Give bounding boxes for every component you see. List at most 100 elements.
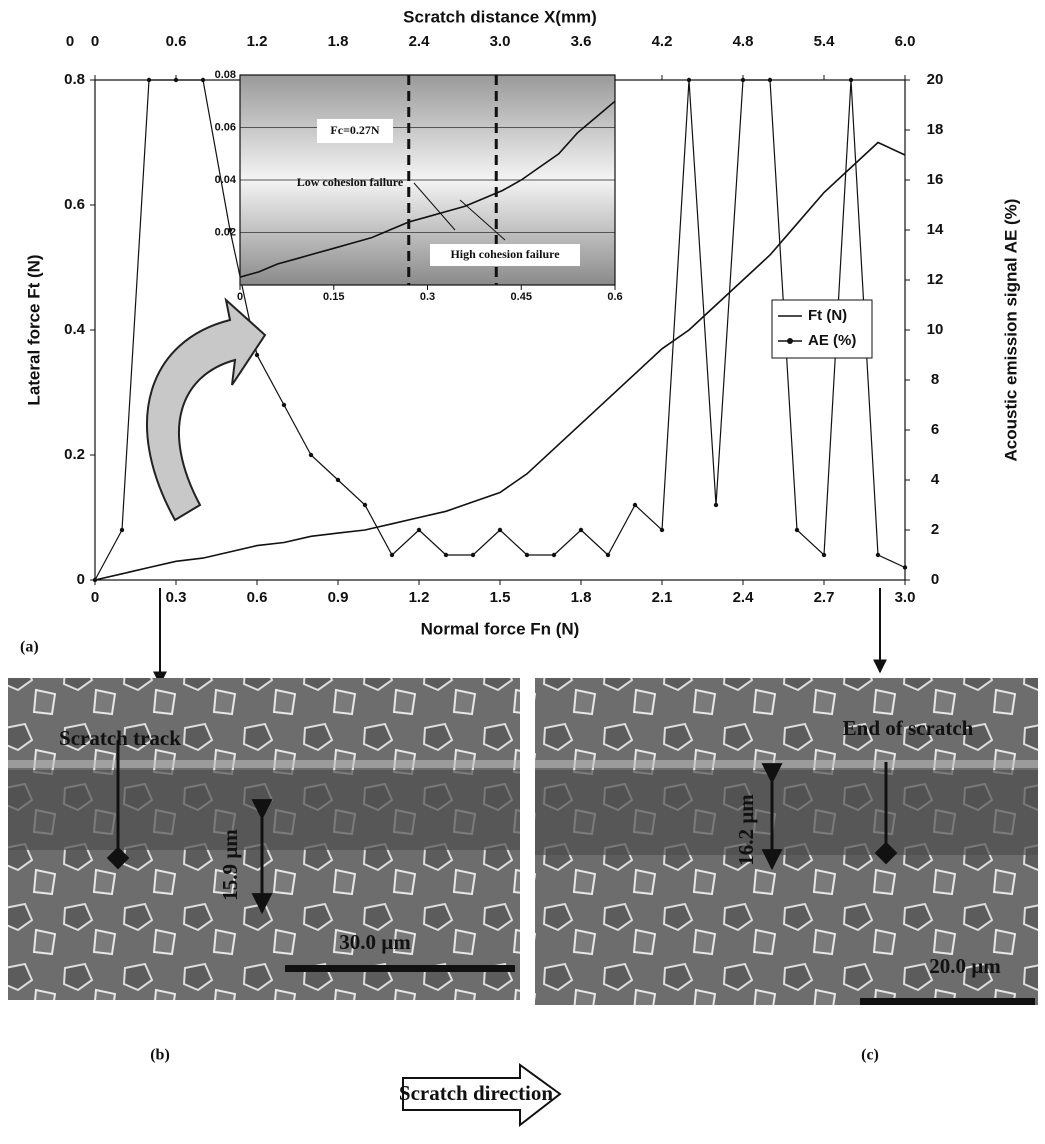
series-marker <box>308 452 314 458</box>
series-marker <box>578 527 584 533</box>
x2-tick-label: 1.8 <box>328 33 349 50</box>
x2-tick-label: 0 <box>91 33 99 50</box>
y-tick-label: 0.6 <box>64 196 85 213</box>
legend-label: AE (%) <box>808 332 856 349</box>
series-marker <box>254 352 260 358</box>
series-marker <box>497 527 503 533</box>
y2-tick-label: 8 <box>931 371 939 388</box>
y-tick-label: 0.02 <box>215 226 236 238</box>
annotation-box <box>317 119 393 143</box>
annotation-pointer <box>459 199 506 241</box>
x-tick-label: 1.8 <box>571 589 592 606</box>
y2-tick-label: 18 <box>927 121 944 138</box>
x-tick-label: 1.2 <box>409 589 430 606</box>
annotation-box <box>430 244 580 266</box>
x-tick-label: 2.1 <box>652 589 673 606</box>
y2-tick-label: 6 <box>931 421 939 438</box>
y-tick-label: 0.2 <box>64 446 85 463</box>
y-tick-label: 0.4 <box>64 321 86 338</box>
y-tick-label: 0.8 <box>64 71 85 88</box>
x2-tick-label: 5.4 <box>814 33 836 50</box>
series-marker <box>416 527 422 533</box>
series-marker <box>794 527 800 533</box>
x-axis-title: Normal force Fn (N) <box>421 619 580 638</box>
image-label: End of scratch <box>843 716 974 740</box>
y-axis-title: Lateral force Ft (N) <box>24 254 43 405</box>
direction-arrow <box>402 1063 562 1128</box>
series-marker <box>605 552 611 558</box>
x2-tick-label: 4.2 <box>652 33 673 50</box>
x-tick-label: 3.0 <box>895 589 916 606</box>
y2-tick-label: 0 <box>931 571 939 588</box>
series-marker <box>524 552 530 558</box>
x2-axis-title: Scratch distance X(mm) <box>403 7 597 26</box>
series-marker <box>443 552 449 558</box>
y2-tick-label: 2 <box>931 521 939 538</box>
x-tick-label: 0 <box>237 291 243 303</box>
annotation: Low cohesion failure <box>297 175 404 189</box>
series-marker <box>389 552 395 558</box>
y2-tick-label: 12 <box>927 271 944 288</box>
x2-tick-label: 3.6 <box>571 33 592 50</box>
x-tick-label: 0 <box>91 589 99 606</box>
y2-tick-label: 10 <box>927 321 944 338</box>
series-marker <box>875 552 881 558</box>
x-tick-label: 0.3 <box>166 589 187 606</box>
width-label: 16.2 µm <box>734 794 758 866</box>
legend-marker <box>787 338 793 344</box>
legend-box <box>771 299 873 359</box>
x-tick-label: 0.3 <box>420 291 435 303</box>
direction-label: Scratch direction <box>399 1081 553 1105</box>
plot-border <box>239 74 616 286</box>
x-tick-label: 2.7 <box>814 589 835 606</box>
x-tick-label: 0.15 <box>323 291 344 303</box>
zoom-arrow <box>145 297 267 522</box>
x2-tick-label: 0 <box>66 33 74 50</box>
y2-tick-label: 20 <box>927 71 944 88</box>
sem-image <box>535 678 1038 1005</box>
y-tick-label: 0 <box>77 571 85 588</box>
sem-image <box>8 678 520 1000</box>
y-tick-label: 0.04 <box>215 174 237 186</box>
x-tick-label: 0.9 <box>328 589 349 606</box>
x2-tick-label: 0.6 <box>166 33 187 50</box>
x2-tick-label: 3.0 <box>490 33 511 50</box>
series-marker <box>821 552 827 558</box>
x2-tick-label: 4.8 <box>733 33 754 50</box>
x-tick-label: 0.6 <box>247 589 268 606</box>
panel-label: (a) <box>20 639 39 656</box>
y2-tick-label: 16 <box>927 171 944 188</box>
panel-label: (c) <box>861 1047 879 1064</box>
y2-axis-title: Acoustic emission signal AE (%) <box>1001 199 1020 462</box>
series-marker <box>227 227 233 233</box>
scale-label: 20.0 µm <box>929 954 1001 978</box>
image-label: Scratch track <box>59 726 181 750</box>
x-tick-label: 2.4 <box>733 589 755 606</box>
x2-tick-label: 1.2 <box>247 33 268 50</box>
y-tick-label: 0.08 <box>215 69 236 81</box>
panel-label: (b) <box>150 1047 170 1064</box>
series-marker <box>119 527 125 533</box>
width-label: 15.9 µm <box>218 829 242 901</box>
annotation: Fc=0.27N <box>330 123 379 137</box>
series-marker <box>335 477 341 483</box>
series-line <box>239 100 616 278</box>
series-marker <box>659 527 665 533</box>
x2-tick-label: 2.4 <box>409 33 431 50</box>
annotation-pointer <box>413 182 456 231</box>
annotation: High cohesion failure <box>450 247 560 261</box>
series-marker <box>281 402 287 408</box>
y-tick-label: 0.06 <box>215 121 236 133</box>
series-marker <box>470 552 476 558</box>
y2-tick-label: 14 <box>927 221 944 238</box>
series-marker <box>713 502 719 508</box>
scale-label: 30.0 µm <box>339 930 411 954</box>
series-marker <box>551 552 557 558</box>
x2-tick-label: 6.0 <box>895 33 916 50</box>
series-line <box>94 141 906 581</box>
x-tick-label: 0.6 <box>607 291 622 303</box>
series-marker <box>362 502 368 508</box>
y2-tick-label: 4 <box>931 471 940 488</box>
x-tick-label: 1.5 <box>490 589 511 606</box>
